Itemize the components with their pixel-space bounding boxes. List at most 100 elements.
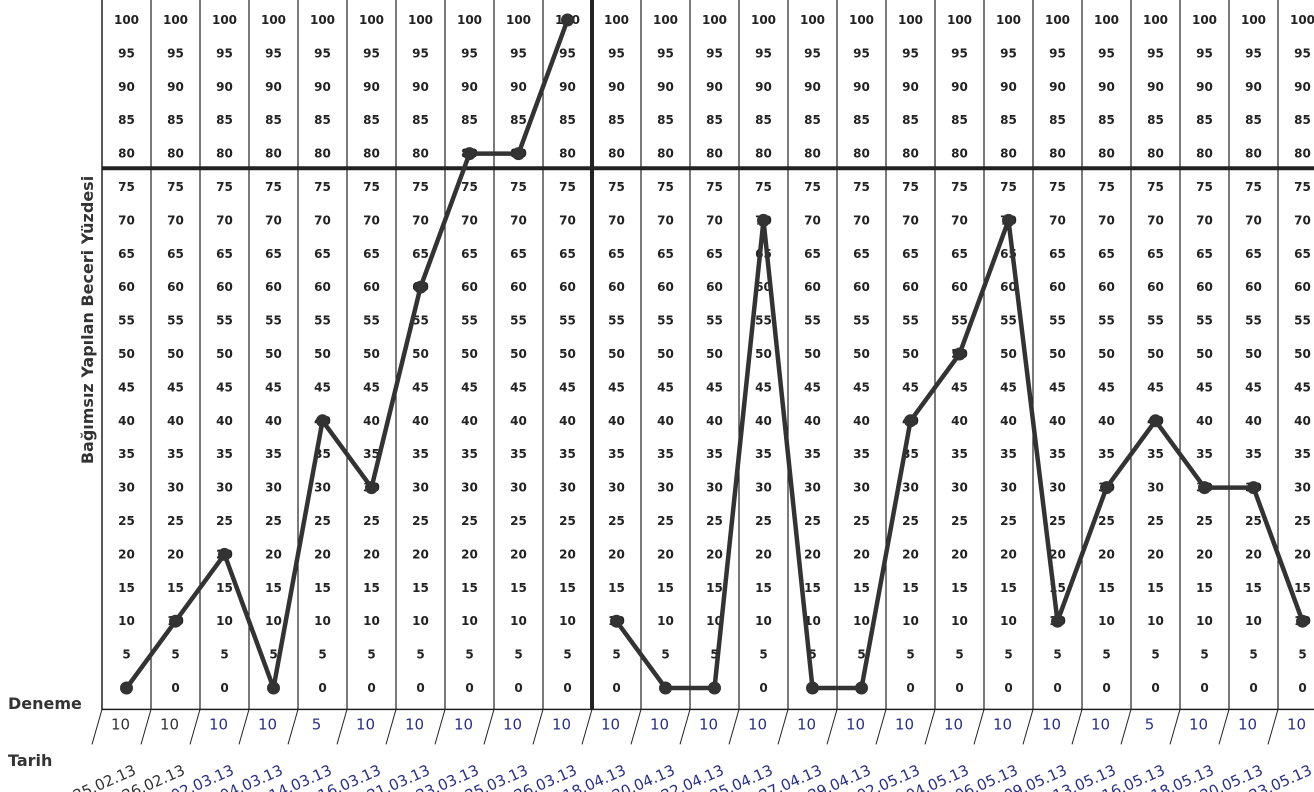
scale-value: 15 (363, 581, 380, 595)
scale-value: 50 (1196, 347, 1213, 361)
scale-value: 20 (657, 547, 674, 561)
scale-value: 30 (118, 481, 135, 495)
scale-value: 90 (706, 80, 723, 94)
scale-value: 60 (1000, 280, 1017, 294)
scale-value: 25 (265, 514, 282, 528)
scale-value: 10 (951, 614, 968, 628)
dates-row-label: Tarih (8, 751, 52, 770)
scale-value: 25 (1245, 514, 1262, 528)
scale-value: 85 (755, 113, 772, 127)
scale-value: 65 (1196, 247, 1213, 261)
scale-value: 10 (706, 614, 723, 628)
scale-value: 55 (853, 314, 870, 328)
scale-value: 25 (559, 514, 576, 528)
scale-value: 25 (167, 514, 184, 528)
scale-value: 25 (951, 514, 968, 528)
scale-value: 40 (510, 414, 527, 428)
scale-value: 50 (1294, 347, 1311, 361)
scale-value: 80 (167, 147, 184, 161)
scale-value: 5 (1249, 648, 1257, 662)
series-line (124, 17, 570, 691)
scale-value: 90 (265, 80, 282, 94)
scale-value: 65 (1245, 247, 1262, 261)
scale-value: 65 (118, 247, 135, 261)
scale-value: 35 (706, 447, 723, 461)
scale-value: 60 (510, 280, 527, 294)
scale-value: 75 (853, 180, 870, 194)
scale-value: 45 (657, 380, 674, 394)
trial-count: 10 (258, 715, 277, 733)
scale-value: 65 (461, 247, 478, 261)
scale-value: 15 (1000, 581, 1017, 595)
scale-value: 100 (261, 13, 286, 27)
scale-value: 15 (804, 581, 821, 595)
scale-value: 65 (706, 247, 723, 261)
scale-value: 85 (608, 113, 625, 127)
scale-value: 75 (1049, 180, 1066, 194)
scale-value: 65 (363, 247, 380, 261)
trial-count: 10 (1091, 715, 1110, 733)
scale-value: 50 (1245, 347, 1262, 361)
scale-value: 90 (118, 80, 135, 94)
scale-value: 15 (1245, 581, 1262, 595)
data-point (1002, 213, 1015, 227)
scale-value: 85 (1000, 113, 1017, 127)
trial-count: 10 (503, 715, 522, 733)
scale-value: 40 (1000, 414, 1017, 428)
scale-value: 10 (902, 614, 919, 628)
scale-value: 25 (657, 514, 674, 528)
scale-value: 90 (804, 80, 821, 94)
scale-value: 100 (408, 13, 433, 27)
scale-value: 85 (363, 113, 380, 127)
label-divider (973, 709, 985, 745)
scale-value: 40 (265, 414, 282, 428)
scale-value: 65 (657, 247, 674, 261)
scale-value: 95 (853, 46, 870, 60)
scale-value: 90 (1294, 80, 1311, 94)
scale-value: 90 (853, 80, 870, 94)
scale-value: 20 (1000, 547, 1017, 561)
trials-row-label: Deneme (8, 694, 82, 713)
scale-value: 100 (996, 13, 1021, 27)
scale-value: 45 (1098, 380, 1115, 394)
scale-value: 95 (608, 46, 625, 60)
scale-value: 95 (461, 46, 478, 60)
data-point (806, 681, 819, 695)
scale-value: 90 (1196, 80, 1213, 94)
scale-value: 85 (167, 113, 184, 127)
scale-value: 75 (902, 180, 919, 194)
scale-value: 75 (314, 180, 331, 194)
scale-value: 75 (1196, 180, 1213, 194)
scale-value: 80 (1000, 147, 1017, 161)
scale-value: 25 (216, 514, 233, 528)
scale-value: 45 (951, 380, 968, 394)
scale-value: 90 (1000, 80, 1017, 94)
scale-value: 100 (310, 13, 335, 27)
scale-value: 85 (461, 113, 478, 127)
scale-value: 45 (902, 380, 919, 394)
scale-value: 25 (608, 514, 625, 528)
scale-value: 30 (412, 481, 429, 495)
scale-value: 85 (657, 113, 674, 127)
scale-value: 65 (216, 247, 233, 261)
scale-value: 60 (902, 280, 919, 294)
scale-value: 5 (759, 648, 767, 662)
scale-value: 60 (167, 280, 184, 294)
scale-value: 20 (902, 547, 919, 561)
label-divider (189, 709, 201, 745)
scale-value: 85 (1245, 113, 1262, 127)
data-point (267, 681, 280, 695)
scale-value: 65 (951, 247, 968, 261)
scale-value: 45 (412, 380, 429, 394)
scale-value: 65 (167, 247, 184, 261)
scale-value: 75 (755, 180, 772, 194)
trial-count: 10 (405, 715, 424, 733)
scale-value: 70 (706, 213, 723, 227)
scale-value: 0 (416, 681, 424, 695)
scale-value: 75 (216, 180, 233, 194)
scale-value: 25 (510, 514, 527, 528)
scale-value: 55 (118, 314, 135, 328)
scale-value: 20 (1147, 547, 1164, 561)
scale-value: 55 (608, 314, 625, 328)
scale-value: 45 (1294, 380, 1311, 394)
